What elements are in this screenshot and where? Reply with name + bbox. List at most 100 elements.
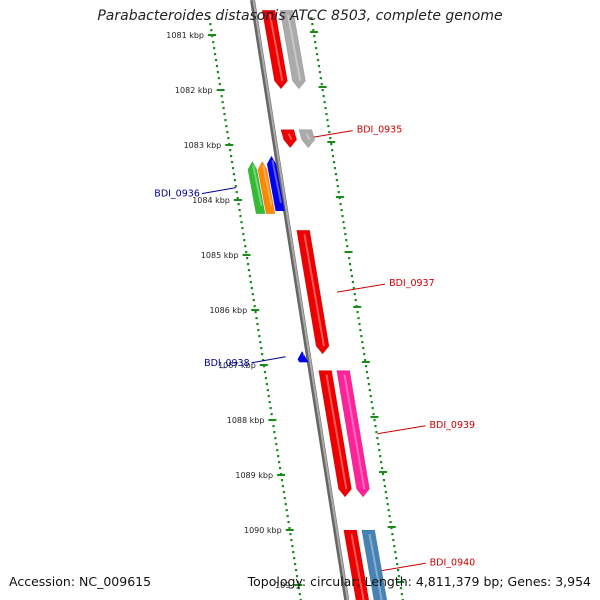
left-scale-dot — [253, 305, 256, 308]
left-scale-dot — [252, 299, 255, 302]
gene-label-BDI_0940: BDI_0940 — [430, 557, 476, 568]
right-scale-dot — [330, 143, 333, 146]
left-scale-dot — [224, 119, 227, 122]
left-scale-dot — [244, 245, 247, 248]
right-scale-dot — [399, 587, 403, 590]
left-scale-dot — [266, 389, 269, 392]
left-scale-dot — [225, 125, 228, 128]
right-scale-dot — [337, 191, 340, 194]
left-scale-dot — [285, 509, 288, 512]
left-scale-dot — [272, 425, 275, 428]
left-scale-dot — [288, 527, 291, 530]
right-scale-dot — [332, 161, 336, 164]
gene-BDI_0939b — [336, 370, 370, 498]
left-scale-dot — [280, 479, 284, 482]
right-scale-dot — [338, 197, 341, 200]
left-scale-dot — [282, 491, 285, 494]
right-scale-dot — [314, 41, 317, 44]
left-scale-dot — [232, 173, 236, 176]
right-scale-dot — [367, 383, 370, 386]
right-scale-dot — [311, 23, 314, 26]
right-scale-dot — [315, 47, 318, 50]
right-scale-dot — [321, 89, 324, 92]
left-scale-dot — [292, 551, 295, 554]
right-scale-dot — [363, 353, 366, 356]
left-scale-dot — [241, 227, 244, 230]
right-scale-dot — [373, 419, 376, 422]
right-scale-dot — [351, 281, 354, 284]
left-scale-dot — [210, 29, 213, 32]
left-scale-dot — [248, 275, 252, 278]
tick-label: 1087 kbp — [218, 361, 256, 370]
tick-label: 1082 kbp — [175, 86, 213, 95]
right-scale-dot — [386, 503, 389, 506]
tick-label: 1086 kbp — [209, 306, 247, 315]
left-scale-dot — [256, 323, 259, 326]
right-scale-dot — [384, 491, 387, 494]
gene-shine — [286, 14, 302, 82]
left-scale-dot — [278, 461, 281, 464]
left-scale-dot — [247, 269, 251, 272]
right-scale-dot — [364, 359, 367, 362]
right-scale-dot — [356, 311, 359, 314]
right-scale-dot — [361, 341, 364, 344]
right-scale-dot — [323, 101, 326, 104]
right-scale-dot — [390, 527, 393, 530]
left-scale-dot — [265, 383, 268, 386]
right-scale-dot — [331, 149, 334, 152]
right-scale-dot — [316, 59, 320, 62]
right-scale-dot — [335, 179, 338, 182]
left-scale-dot — [255, 317, 258, 320]
right-scale-dot — [394, 551, 397, 554]
accession-label: Accession: NC_009615 — [9, 574, 152, 589]
left-scale-dot — [216, 71, 220, 74]
left-scale-dot — [215, 65, 219, 68]
right-scale-dot — [364, 365, 368, 368]
gene-BDI_0936b — [257, 160, 276, 215]
left-scale-dot — [234, 185, 237, 188]
right-scale-dot — [375, 431, 378, 434]
right-scale-dot — [357, 317, 360, 320]
gene-BDI_0940 — [343, 529, 370, 600]
left-scale-dot — [258, 335, 261, 338]
left-scale-dot — [233, 179, 236, 182]
left-scale-dot — [220, 95, 223, 98]
left-scale-dot — [259, 341, 262, 344]
left-scale-dot — [246, 263, 250, 266]
right-scale-dot — [319, 77, 322, 80]
right-scale-dot — [334, 173, 338, 176]
left-scale-dot — [263, 371, 267, 374]
left-scale-dot — [277, 455, 280, 458]
left-scale-dot — [287, 521, 290, 524]
right-scale-dot — [329, 137, 332, 140]
gene-BDI_0935b — [298, 129, 316, 149]
right-scale-dot — [393, 545, 396, 548]
right-scale-dot — [348, 263, 352, 266]
genome-summary: Topology: circular; Length: 4,811,379 bp… — [247, 574, 591, 589]
gene-shine — [287, 133, 293, 141]
right-scale-dot — [346, 245, 349, 248]
right-scale-dot — [325, 113, 328, 116]
right-scale-dot — [310, 17, 313, 20]
left-scale-dot — [239, 215, 242, 218]
right-scale-dot — [344, 233, 347, 236]
left-scale-dot — [242, 233, 245, 236]
right-scale-dot — [382, 479, 386, 482]
left-scale-dot — [281, 485, 285, 488]
left-scale-dot — [245, 251, 248, 254]
left-scale-dot — [249, 281, 252, 284]
right-scale-dot — [400, 593, 403, 596]
right-scale-dot — [345, 239, 348, 242]
gene-shine — [302, 353, 306, 357]
right-scale-dot — [331, 155, 335, 158]
right-scale-dot — [389, 521, 392, 524]
right-scale-dot — [369, 395, 372, 398]
left-scale-dot — [284, 503, 287, 506]
gene-BDI_0938 — [297, 350, 309, 363]
tick-label: 1084 kbp — [192, 196, 230, 205]
gene-BDI_0940b — [361, 529, 388, 600]
left-scale-dot — [246, 257, 249, 260]
gene-shine — [252, 165, 263, 206]
gene-shine — [325, 374, 348, 490]
